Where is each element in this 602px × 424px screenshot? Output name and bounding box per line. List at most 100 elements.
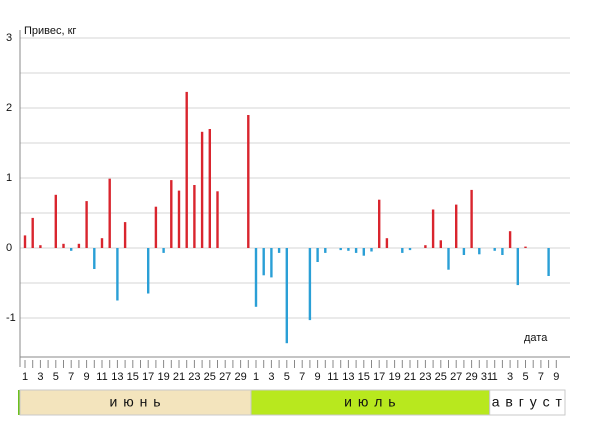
x-tick-label: 7 — [299, 371, 305, 383]
bar — [185, 91, 188, 249]
bar — [23, 235, 27, 248]
bar — [516, 248, 519, 286]
bar — [31, 217, 34, 248]
bar — [62, 243, 65, 248]
x-axis-label: дата — [524, 332, 548, 344]
x-tick-label: 17 — [142, 371, 154, 383]
x-tick-label: 15 — [127, 371, 139, 383]
x-tick-label: 21 — [173, 371, 185, 383]
x-tick-label: 15 — [358, 371, 370, 383]
bar — [385, 238, 389, 248]
x-tick-label: 27 — [219, 371, 231, 383]
y-tick-label: 3 — [6, 32, 12, 44]
x-tick-label: 13 — [342, 371, 354, 383]
bar — [262, 248, 265, 276]
month-label: и ю л ь — [344, 394, 396, 410]
bar — [254, 248, 258, 307]
bar — [123, 222, 127, 248]
bar — [162, 248, 165, 253]
x-tick-label: 25 — [435, 371, 447, 383]
bar — [493, 248, 496, 251]
bar — [508, 231, 512, 248]
bar — [193, 185, 196, 248]
x-tick-label: 23 — [419, 371, 431, 383]
x-tick-label: 5 — [53, 371, 59, 383]
bar — [154, 206, 158, 248]
x-tick-label: 3 — [507, 371, 513, 383]
bar — [54, 194, 57, 248]
bar — [354, 248, 358, 253]
bar — [247, 115, 250, 248]
x-tick-label: 23 — [188, 371, 200, 383]
x-tick-label: 5 — [284, 371, 290, 383]
x-tick-label: 5 — [522, 371, 528, 383]
x-tick-label: 31 — [481, 371, 493, 383]
bar — [39, 245, 42, 248]
y-tick-label: -1 — [6, 312, 16, 324]
bar — [147, 248, 150, 294]
bar — [100, 238, 104, 248]
bar — [277, 248, 281, 253]
bar — [208, 129, 211, 248]
y-tick-label: 1 — [6, 172, 12, 184]
y-tick-label: 0 — [6, 242, 12, 254]
bar — [85, 201, 88, 248]
x-tick-label: 21 — [404, 371, 416, 383]
month-band — [250, 389, 491, 416]
x-tick-label: 19 — [388, 371, 400, 383]
x-tick-label: 9 — [315, 371, 321, 383]
month-band — [489, 389, 566, 416]
bar — [200, 131, 204, 248]
month-label: а в г у с т — [492, 394, 563, 410]
bar — [408, 248, 412, 251]
bar — [501, 248, 504, 255]
bar — [70, 248, 73, 251]
x-tick-label: 1 — [22, 371, 28, 383]
bar — [370, 248, 373, 252]
x-tick-label: 3 — [268, 371, 274, 383]
x-tick-label: 1 — [253, 371, 259, 383]
bar — [424, 245, 427, 248]
bar — [108, 178, 111, 248]
bar — [401, 248, 404, 253]
bar — [316, 248, 319, 262]
x-tick-label: 13 — [111, 371, 123, 383]
bar — [324, 248, 327, 253]
x-tick-label: 11 — [96, 371, 107, 383]
x-tick-label: 11 — [327, 371, 338, 383]
x-tick-label: 27 — [450, 371, 462, 383]
x-tick-label: 1 — [492, 371, 498, 383]
bar — [285, 248, 288, 344]
bar — [170, 180, 173, 248]
bar — [308, 248, 312, 321]
x-tick-label: 17 — [373, 371, 385, 383]
bar — [547, 248, 550, 276]
bar — [439, 240, 442, 248]
month-label: и ю н ь — [109, 394, 161, 410]
bar — [362, 248, 365, 256]
x-tick-label: 25 — [204, 371, 216, 383]
bar — [77, 243, 81, 248]
bar — [524, 246, 527, 248]
x-tick-label: 19 — [157, 371, 169, 383]
x-tick-label: 3 — [37, 371, 43, 383]
y-axis-label: Привес, кг — [24, 25, 76, 37]
x-tick-label: 9 — [84, 371, 90, 383]
bar — [462, 248, 466, 255]
month-band — [19, 389, 252, 416]
x-tick-label: 7 — [68, 371, 74, 383]
bar — [455, 204, 458, 248]
bar — [339, 248, 342, 251]
x-tick-label: 7 — [538, 371, 544, 383]
bar — [431, 209, 435, 248]
y-tick-label: 2 — [6, 102, 12, 114]
bar — [93, 248, 96, 269]
bar — [447, 248, 450, 270]
bar — [177, 190, 181, 248]
bar — [270, 248, 273, 278]
x-tick-label: 29 — [465, 371, 477, 383]
x-tick-label: 29 — [234, 371, 246, 383]
bar — [470, 189, 473, 248]
bar — [378, 199, 381, 248]
